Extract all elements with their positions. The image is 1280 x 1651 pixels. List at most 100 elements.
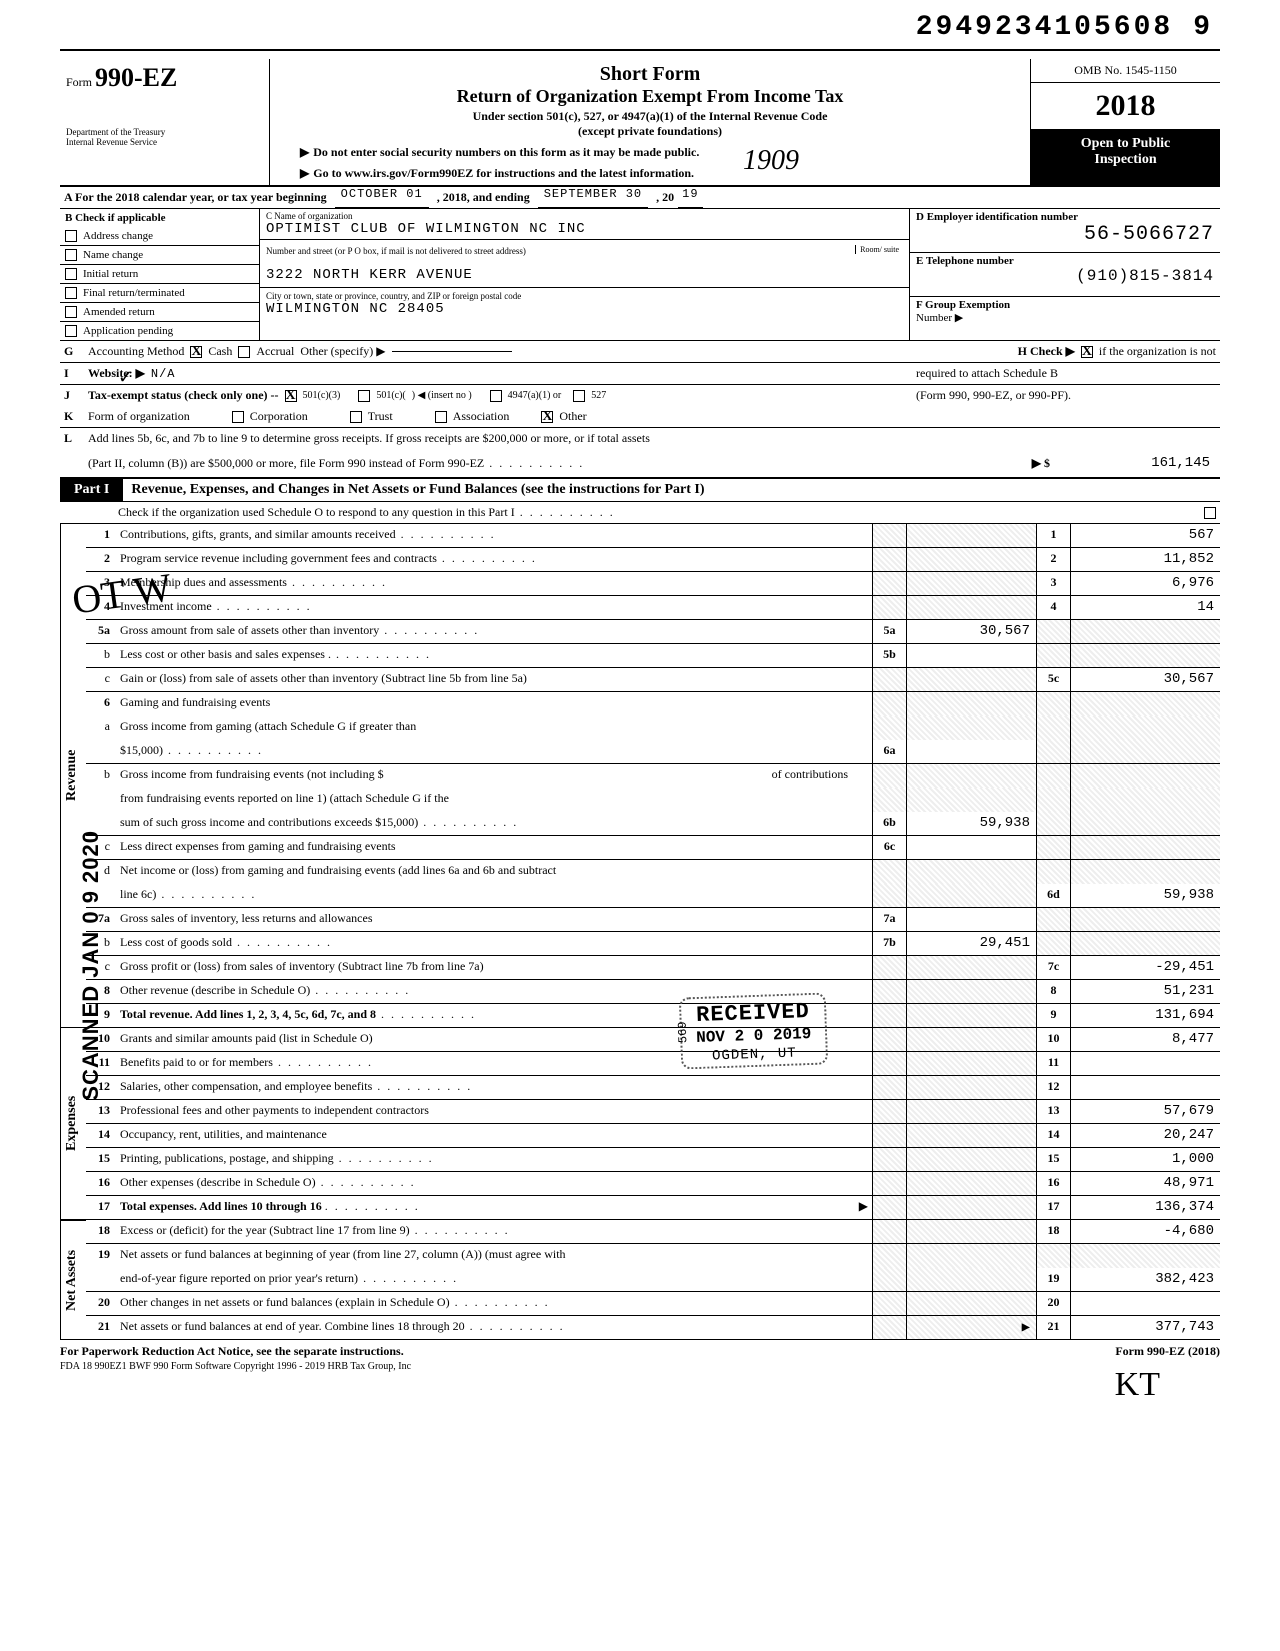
r12-v	[1070, 1076, 1220, 1099]
lbl-accrual: Accrual	[256, 344, 294, 359]
r20-d: Other changes in net assets or fund bala…	[116, 1292, 872, 1315]
r3-rn: 3	[1036, 572, 1070, 595]
chk-name-change[interactable]	[65, 249, 77, 261]
r15-d: Printing, publications, postage, and shi…	[116, 1148, 872, 1171]
lbl-initial-return: Initial return	[83, 268, 138, 280]
r16-rn: 16	[1036, 1172, 1070, 1195]
part1-title: Revenue, Expenses, and Changes in Net As…	[123, 482, 704, 498]
r15-rn: 15	[1036, 1148, 1070, 1171]
part1-tab: Part I	[60, 479, 123, 501]
chk-corp[interactable]	[232, 411, 244, 423]
chk-trust[interactable]	[350, 411, 362, 423]
e-label: E Telephone number	[916, 255, 1214, 267]
expenses-table: 10Grants and similar amounts paid (list …	[86, 1028, 1220, 1220]
revenue-table: 1Contributions, gifts, grants, and simil…	[86, 524, 1220, 1028]
r5a-n: 5a	[86, 620, 116, 643]
r18-n: 18	[86, 1220, 116, 1243]
part1-expenses-block: Expenses 10Grants and similar amounts pa…	[60, 1028, 1220, 1220]
bcde-block: B Check if applicable Address change Nam…	[60, 209, 1220, 341]
i-lead: I	[64, 366, 82, 381]
r6b-n: b	[86, 764, 116, 788]
r6c-b: 6c	[872, 836, 906, 859]
r12-d: Salaries, other compensation, and employ…	[116, 1076, 872, 1099]
r6c-bv	[906, 836, 1036, 859]
r6b-d: Gross income from fundraising events (no…	[116, 764, 872, 788]
amend-mark: ✓	[118, 367, 133, 388]
omb-number: OMB No. 1545-1150	[1031, 59, 1220, 83]
rowA-endyr: 19	[678, 187, 702, 208]
chk-501c[interactable]	[358, 390, 370, 402]
r6a-n: a	[86, 716, 116, 740]
r16-n: 16	[86, 1172, 116, 1195]
chk-4947[interactable]	[490, 390, 502, 402]
r1-n: 1	[86, 524, 116, 547]
line-i: I Website: ▶ N/A required to attach Sche…	[60, 363, 1220, 385]
lbl-cash: Cash	[208, 344, 232, 359]
chk-501c3[interactable]	[285, 390, 297, 402]
other-blank[interactable]	[392, 351, 512, 352]
r15-v: 1,000	[1070, 1148, 1220, 1171]
lbl-assoc: Association	[453, 409, 510, 424]
r17-v: 136,374	[1070, 1196, 1220, 1219]
r10-v: 8,477	[1070, 1028, 1220, 1051]
r11-rn: 11	[1036, 1052, 1070, 1075]
form-label: Form	[66, 75, 92, 89]
r21-d: Net assets or fund balances at end of ye…	[116, 1316, 872, 1339]
r14-rn: 14	[1036, 1124, 1070, 1147]
lbl-trust: Trust	[368, 409, 393, 424]
r6b-bv: 59,938	[906, 812, 1036, 835]
chk-final-return[interactable]	[65, 287, 77, 299]
r7c-v: -29,451	[1070, 956, 1220, 979]
r1-d: Contributions, gifts, grants, and simila…	[116, 524, 872, 547]
r2-rn: 2	[1036, 548, 1070, 571]
r13-n: 13	[86, 1100, 116, 1123]
r5c-v: 30,567	[1070, 668, 1220, 691]
r17-rn: 17	[1036, 1196, 1070, 1219]
chk-amended[interactable]	[65, 306, 77, 318]
side-tab-netassets: Net Assets	[60, 1220, 86, 1340]
l-amount: 161,145	[1056, 452, 1216, 474]
chk-assoc[interactable]	[435, 411, 447, 423]
chk-accrual[interactable]	[238, 346, 250, 358]
r5b-b: 5b	[872, 644, 906, 667]
part1-check-line: Check if the organization used Schedule …	[60, 502, 1220, 524]
r12-rn: 12	[1036, 1076, 1070, 1099]
r21-v: 377,743	[1070, 1316, 1220, 1339]
r3-d: Membership dues and assessments	[116, 572, 872, 595]
lbl-final-return: Final return/terminated	[83, 287, 185, 299]
netassets-table: 18Excess or (deficit) for the year (Subt…	[86, 1220, 1220, 1340]
note2: Go to www.irs.gov/Form990EZ for instruct…	[300, 166, 694, 180]
chk-app-pending[interactable]	[65, 325, 77, 337]
l-lead: L	[64, 431, 82, 446]
stamp-vnum: 569	[676, 1021, 691, 1043]
colB-header: B Check if applicable	[60, 209, 259, 227]
r4-v: 14	[1070, 596, 1220, 619]
chk-cash[interactable]	[190, 346, 202, 358]
h-text2: required to attach Schedule B	[916, 366, 1216, 381]
subtitle: Under section 501(c), 527, or 4947(a)(1)…	[282, 109, 1018, 124]
r11-v	[1070, 1052, 1220, 1075]
chk-527[interactable]	[573, 390, 585, 402]
header-left: Form 990-EZ Department of the Treasury I…	[60, 59, 270, 185]
chk-address-change[interactable]	[65, 230, 77, 242]
line-k: K Form of organization Corporation Trust…	[60, 406, 1220, 428]
chk-part1-schedO[interactable]	[1204, 507, 1216, 519]
r6d-d: Net income or (loss) from gaming and fun…	[116, 860, 872, 884]
line-j: J Tax-exempt status (check only one) -- …	[60, 385, 1220, 406]
r15-n: 15	[86, 1148, 116, 1171]
city-label: City or town, state or province, country…	[266, 291, 903, 301]
chk-h[interactable]	[1081, 346, 1093, 358]
page-footer: For Paperwork Reduction Act Notice, see …	[60, 1340, 1220, 1359]
r4-rn: 4	[1036, 596, 1070, 619]
chk-initial-return[interactable]	[65, 268, 77, 280]
r6a-b: 6a	[872, 740, 906, 763]
r10-rn: 10	[1036, 1028, 1070, 1051]
l-text1: Add lines 5b, 6c, and 7b to line 9 to de…	[88, 431, 650, 446]
side-tab-revenue: Revenue	[60, 524, 86, 1028]
c-label: C Name of organization	[266, 211, 903, 221]
r6a-bv	[906, 740, 1036, 763]
footer-right: Form 990-EZ (2018)	[1115, 1344, 1220, 1359]
chk-other-k[interactable]	[541, 411, 553, 423]
g-label: Accounting Method	[88, 344, 184, 359]
r2-n: 2	[86, 548, 116, 571]
